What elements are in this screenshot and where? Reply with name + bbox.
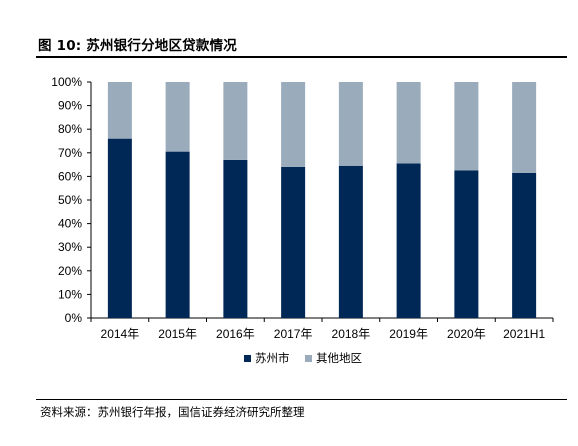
bar-segment [454,82,479,171]
y-tick-label: 90% [58,99,82,113]
legend-label: 苏州市 [255,351,290,365]
x-tick-label: 2014年 [101,327,140,341]
figure-title: 图 10: 苏州银行分地区贷款情况 [38,38,237,54]
x-tick-label: 2015年 [158,327,197,341]
y-tick-label: 50% [58,193,82,207]
y-tick-label: 80% [58,122,82,136]
bar-segment [107,138,132,318]
x-tick-label: 2020年 [447,327,486,341]
bar-segment [281,82,306,167]
bar-segment [281,166,306,318]
x-tick-label: 2019年 [389,327,428,341]
bar-segment [223,82,248,160]
bar-segment [454,170,479,318]
source-note: 资料来源：苏州银行年报，国信证券经济研究所整理 [40,405,305,419]
bar-segment [223,159,248,318]
y-tick-label: 0% [65,311,83,325]
bar-segment [512,172,537,318]
bar-segment [396,163,421,318]
bar-segment [165,151,190,318]
title-rule [36,56,567,58]
y-tick-label: 70% [58,146,82,160]
y-tick-label: 20% [58,264,82,278]
x-tick-label: 2018年 [332,327,371,341]
source-rule [36,399,567,400]
bar-segment [165,82,190,152]
x-tick-label: 2021H1 [503,327,545,341]
bar-segment [107,82,132,139]
bar-segment [512,82,537,173]
bar-segment [338,165,363,318]
legend-swatch [244,355,251,362]
y-tick-label: 30% [58,240,82,254]
bar-segment [338,82,363,166]
y-tick-label: 40% [58,217,82,231]
y-tick-label: 100% [51,75,82,89]
x-tick-label: 2017年 [274,327,313,341]
x-tick-label: 2016年 [216,327,255,341]
y-tick-label: 10% [58,287,82,301]
y-tick-label: 60% [58,169,82,183]
bar-segment [396,82,421,164]
legend-swatch [305,355,312,362]
legend-label: 其他地区 [316,351,362,365]
